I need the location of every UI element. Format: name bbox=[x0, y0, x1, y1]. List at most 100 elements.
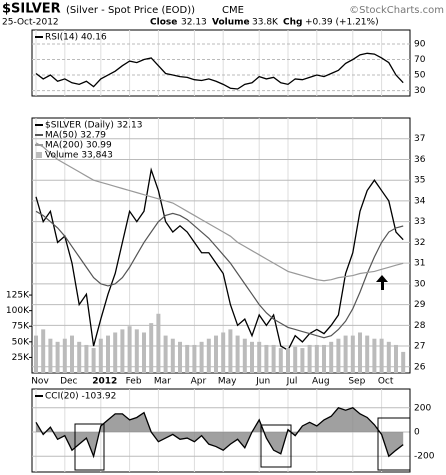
volume-bar bbox=[48, 338, 53, 373]
line bbox=[35, 167, 404, 352]
arrow bbox=[376, 275, 388, 290]
date: 25-Oct-2012 bbox=[2, 18, 59, 28]
volume-bar bbox=[142, 332, 146, 373]
volume-bar bbox=[62, 338, 67, 373]
y2-tick-label: 125K bbox=[6, 291, 30, 301]
x-tick-label: 2012 bbox=[92, 377, 117, 387]
volume-bar bbox=[156, 313, 161, 373]
volume-bar bbox=[41, 329, 46, 373]
y-tick-label: 36 bbox=[414, 155, 426, 165]
y-tick-label: 30 bbox=[414, 86, 426, 96]
y-tick-label: 0 bbox=[414, 428, 420, 438]
line bbox=[35, 142, 404, 282]
legend-swatch bbox=[36, 152, 42, 158]
exchange: CME bbox=[222, 5, 244, 16]
box bbox=[260, 424, 292, 468]
volume-bar bbox=[329, 341, 334, 373]
box bbox=[74, 423, 105, 471]
volume-bar bbox=[278, 348, 283, 373]
volume-bar bbox=[192, 344, 197, 373]
legend-label: Volume 33,843 bbox=[45, 151, 113, 161]
volume-bar bbox=[257, 341, 262, 373]
x-tick-label: Apr bbox=[191, 377, 207, 387]
chg-label: Chg bbox=[283, 18, 302, 28]
volume-bar bbox=[300, 348, 305, 373]
volume-bar bbox=[242, 338, 247, 373]
y-tick-label: 35 bbox=[414, 176, 425, 186]
x-tick-label: Dec bbox=[60, 377, 77, 387]
x-tick-label: Nov bbox=[31, 377, 49, 387]
y2-tick-label: 50K bbox=[12, 337, 30, 347]
volume-bar bbox=[206, 338, 211, 373]
y-tick-label: 33 bbox=[414, 217, 425, 227]
brand: ©StockCharts.com bbox=[349, 5, 444, 16]
y-tick-label: 30 bbox=[414, 279, 426, 289]
y-tick-label: 26 bbox=[414, 362, 426, 372]
volume-bar bbox=[250, 341, 254, 373]
volume-bar bbox=[264, 344, 269, 373]
volume-bar bbox=[365, 335, 370, 373]
volume-bar bbox=[372, 338, 377, 373]
volume-bar bbox=[55, 341, 60, 373]
area bbox=[36, 407, 404, 457]
y2-tick-label: 100K bbox=[6, 306, 30, 316]
line bbox=[35, 52, 404, 90]
volume-bar bbox=[379, 338, 384, 373]
y-tick-label: 32 bbox=[414, 238, 425, 248]
x-tick-label: Mar bbox=[154, 377, 171, 387]
y-tick-label: 34 bbox=[414, 196, 426, 206]
volume-bar bbox=[394, 344, 398, 373]
volume-bar bbox=[343, 335, 348, 373]
panel bbox=[31, 117, 411, 374]
close-label: Close bbox=[150, 18, 177, 28]
y-tick-label: 28 bbox=[414, 321, 426, 331]
volume-bar bbox=[106, 335, 110, 373]
plots: 30 50 70 90 RSI(14) 40.16 Nov Dec 2012 Feb Mar Apr… bbox=[6, 29, 435, 473]
y-tick-label: 29 bbox=[414, 300, 426, 310]
volume-bar bbox=[336, 338, 341, 373]
y2-tick-label: 25K bbox=[12, 353, 30, 363]
legend-label: $SILVER (Daily) 32.13 bbox=[45, 121, 143, 131]
volume-bar bbox=[70, 335, 74, 373]
legend-label: CCI(20) -103.92 bbox=[45, 392, 116, 402]
volume-bar bbox=[199, 341, 204, 373]
legend-label: MA(50) 32.79 bbox=[45, 131, 106, 141]
volume-bar bbox=[149, 323, 154, 373]
volume-bar bbox=[185, 344, 190, 373]
volume-bar bbox=[228, 329, 233, 373]
volume-bar bbox=[163, 335, 168, 373]
volume-label: Volume bbox=[212, 18, 250, 28]
volume: 33.8K bbox=[252, 18, 279, 28]
x-tick-label: Jul bbox=[286, 377, 298, 387]
chg: +0.39 (+1.21%) bbox=[305, 18, 379, 28]
box bbox=[377, 417, 411, 471]
volume-bar bbox=[286, 348, 290, 373]
y-tick-label: 37 bbox=[414, 134, 425, 144]
y-tick-label: 90 bbox=[414, 39, 426, 49]
y-tick-label: 50 bbox=[414, 71, 426, 81]
y-tick-label: 200 bbox=[414, 403, 431, 413]
volume-bar bbox=[34, 335, 38, 373]
volume-bar bbox=[221, 332, 226, 373]
line bbox=[35, 210, 404, 339]
x-tick-label: Feb bbox=[126, 377, 142, 387]
volume-bar bbox=[386, 341, 391, 373]
volume-bar bbox=[358, 332, 362, 373]
volume-bar bbox=[127, 326, 132, 373]
volume-bar bbox=[134, 329, 139, 373]
y-tick-label: 70 bbox=[414, 55, 426, 65]
volume-bar bbox=[178, 341, 182, 373]
volume-bar bbox=[77, 341, 82, 373]
volume-bar bbox=[235, 335, 240, 373]
volume-bar bbox=[314, 344, 319, 373]
volume-bar bbox=[293, 346, 298, 373]
x-tick-label: Oct bbox=[378, 377, 394, 387]
x-tick-label: Aug bbox=[312, 377, 330, 387]
volume-bar bbox=[322, 344, 326, 373]
y-tick-label: 31 bbox=[414, 259, 425, 269]
volume-bar bbox=[170, 338, 175, 373]
x-tick-label: Sep bbox=[348, 377, 365, 387]
x-tick-label: Jun bbox=[255, 377, 270, 387]
name: (Silver - Spot Price (EOD)) bbox=[66, 5, 195, 16]
